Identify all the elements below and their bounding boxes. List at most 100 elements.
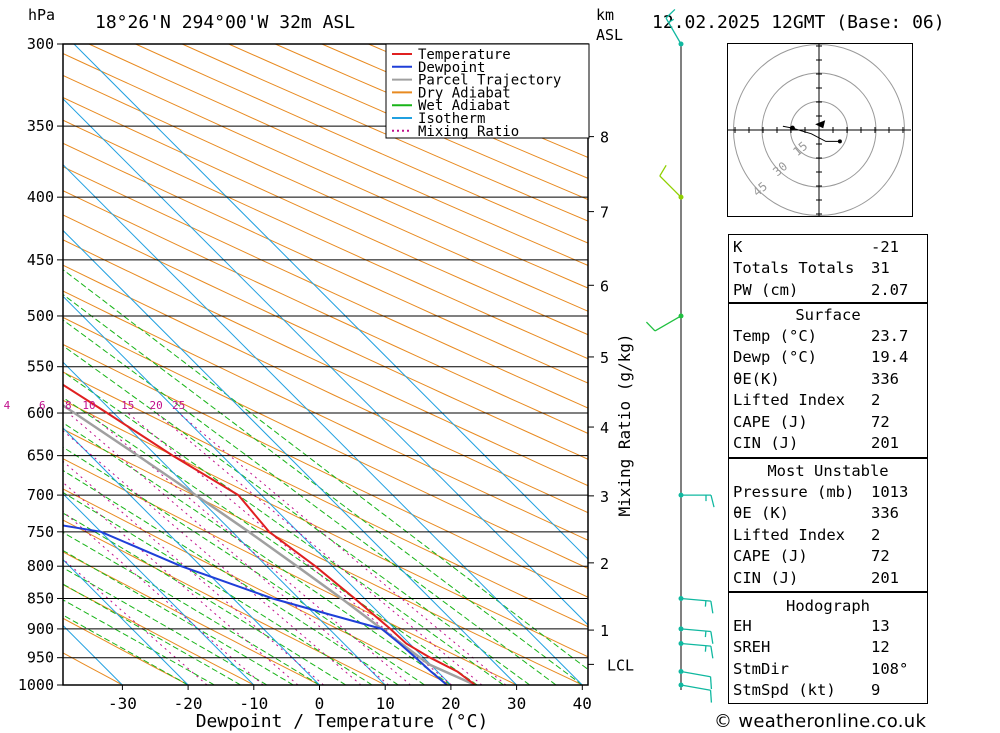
wind-barb-flag xyxy=(709,676,713,690)
index-label: CIN (J) xyxy=(733,434,799,453)
temperature-tick-label: -20 xyxy=(174,694,203,713)
wet-adiabat xyxy=(63,469,399,685)
pressure-tick-label: 500 xyxy=(27,307,54,325)
mixing-ratio-line xyxy=(63,430,362,685)
wind-barb-flag xyxy=(659,165,667,177)
index-row: SREH 12 xyxy=(729,637,927,659)
wind-barb-half-flag xyxy=(668,18,675,23)
wind-barb-staff xyxy=(659,175,682,198)
isotherm xyxy=(63,163,583,685)
index-value: 2.07 xyxy=(871,280,909,299)
index-value: 336 xyxy=(871,504,899,523)
indices-general-box: K -21 Totals Totals 31 PW (cm) 2.07 xyxy=(728,234,928,303)
wet-adiabat xyxy=(63,614,189,685)
wind-barb-staff xyxy=(680,628,711,633)
isotherm xyxy=(63,361,386,685)
dry-adiabat xyxy=(63,97,588,336)
wind-barb-staff xyxy=(680,597,711,602)
pressure-tick-label: 950 xyxy=(27,649,54,667)
legend-entry: Wet Adiabat xyxy=(418,98,511,114)
indices-surface-box: Surface Temp (°C) 23.7 Dewp (°C) 19.4 θE(K) 3… xyxy=(728,303,928,458)
plot-frame xyxy=(62,43,589,686)
wind-barb-staff xyxy=(680,670,711,678)
km-tick-label: 8 xyxy=(600,129,609,147)
km-tick-label: 7 xyxy=(600,204,609,222)
dry-adiabat xyxy=(181,44,588,222)
mixing-ratio-label: 8 xyxy=(65,399,72,412)
temperature-tick-label: 40 xyxy=(573,694,592,713)
wind-barb-half-flag xyxy=(704,645,707,652)
indices-most-unstable-box: Most Unstable Pressure (mb) 1013 θE (K) 336… xyxy=(728,458,928,592)
wind-barb-flag xyxy=(709,690,713,703)
legend-entry: Dry Adiabat xyxy=(418,85,511,101)
index-value: 108° xyxy=(871,659,909,678)
wet-adiabat xyxy=(63,319,557,685)
datetime-title: 12.02.2025 12GMT (Base: 06) xyxy=(652,12,945,33)
lcl-label: LCL xyxy=(607,656,634,674)
index-label: StmSpd (kt) xyxy=(733,681,836,700)
wind-barb-half-flag xyxy=(704,631,707,638)
temperature-line xyxy=(63,383,476,685)
index-row: CIN (J) 201 xyxy=(729,433,927,455)
pressure-tick-label: 1000 xyxy=(18,676,54,694)
hodograph-trace xyxy=(782,125,840,142)
index-row: Lifted Index 2 xyxy=(729,524,927,546)
index-value: 23.7 xyxy=(871,326,909,345)
wet-adiabat xyxy=(63,531,320,685)
surface-title: Surface xyxy=(795,306,861,324)
index-label: CAPE (J) xyxy=(733,412,808,431)
index-label: Dewp (°C) xyxy=(733,348,817,367)
index-row: K -21 xyxy=(729,236,927,258)
mixing-ratio-label: 20 xyxy=(149,399,162,412)
mixing-ratio-axis-title: Mixing Ratio (g/kg) xyxy=(615,333,634,516)
isotherm xyxy=(63,295,452,685)
index-row: Lifted Index 2 xyxy=(729,390,927,412)
index-label: CIN (J) xyxy=(733,568,799,587)
legend-entry: Dewpoint xyxy=(418,60,485,76)
dry-adiabat xyxy=(63,166,588,409)
mixing-ratio-line xyxy=(155,412,483,685)
pressure-tick-label: 600 xyxy=(27,404,54,422)
wet-adiabat xyxy=(63,567,268,685)
index-row: Totals Totals 31 xyxy=(729,258,927,280)
index-label: Pressure (mb) xyxy=(733,482,855,501)
pressure-tick-label: 650 xyxy=(27,447,54,465)
index-value: 12 xyxy=(871,638,890,657)
pressure-tick-label: 900 xyxy=(27,620,54,638)
storm-motion-arrow xyxy=(815,120,826,129)
index-label: θE (K) xyxy=(733,504,789,523)
index-value: 2 xyxy=(871,525,881,544)
mixing-ratio-label: 6 xyxy=(39,399,46,412)
pressure-tick-label: 350 xyxy=(27,117,54,135)
index-value: 9 xyxy=(871,681,881,700)
index-value: 201 xyxy=(871,568,899,587)
isotherm xyxy=(63,493,255,685)
legend-box xyxy=(385,43,590,139)
location-title: 18°26'N 294°00'W 32m ASL xyxy=(95,12,356,33)
dry-adiabat xyxy=(63,458,517,685)
dry-adiabat xyxy=(63,617,189,685)
indices-hodograph-box: Hodograph EH 13 SREH 12 StmDir 108° StmSpd (kt… xyxy=(728,592,928,704)
index-value: 2 xyxy=(871,391,881,410)
dry-adiabat xyxy=(63,584,255,685)
wind-barb-flag xyxy=(665,8,676,19)
index-label: Temp (°C) xyxy=(733,326,817,345)
copyright-footer[interactable]: © weatheronline.co.uk xyxy=(714,711,927,732)
index-value: 336 xyxy=(871,369,899,388)
hodograph-point xyxy=(789,125,795,131)
wet-adiabat xyxy=(63,491,373,685)
temperature-tick-label: 0 xyxy=(315,694,325,713)
pressure-tick-label: 400 xyxy=(27,188,54,206)
legend-entry: Temperature xyxy=(418,47,511,63)
dry-adiabat xyxy=(135,44,588,244)
index-row: Dewp (°C) 19.4 xyxy=(729,347,927,369)
index-row: Temp (°C) 23.7 xyxy=(729,325,927,347)
dry-adiabat xyxy=(63,119,588,360)
dry-adiabat xyxy=(63,488,452,685)
index-value: -21 xyxy=(871,237,899,256)
wind-barb-flag xyxy=(645,321,656,332)
mixing-ratio-line xyxy=(63,460,324,685)
pressure-tick-label: 300 xyxy=(27,35,54,53)
km-tick-label: 2 xyxy=(600,555,609,573)
index-value: 201 xyxy=(871,434,899,453)
